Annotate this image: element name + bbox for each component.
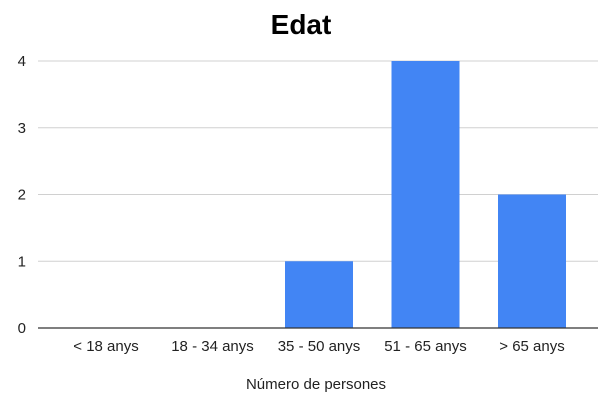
y-tick-label: 4	[18, 53, 26, 70]
bar	[285, 261, 353, 328]
x-tick-label: < 18 anys	[73, 338, 138, 355]
bar	[391, 61, 460, 328]
x-tick-label: 51 - 65 anys	[384, 338, 467, 355]
y-tick-label: 3	[18, 120, 26, 137]
bars	[285, 61, 566, 328]
x-tick-label: > 65 anys	[499, 338, 564, 355]
chart-title: Edat	[271, 9, 332, 40]
x-axis-tick-labels: < 18 anys 18 - 34 anys 35 - 50 anys 51 - 65…	[73, 338, 564, 355]
bar	[498, 194, 566, 328]
y-tick-label: 2	[18, 187, 26, 204]
x-tick-label: 18 - 34 anys	[171, 338, 254, 355]
y-tick-label: 1	[18, 253, 26, 270]
y-axis-tick-labels: 0 1 2 3 4	[18, 53, 26, 337]
x-tick-label: 35 - 50 anys	[278, 338, 361, 355]
y-tick-label: 0	[18, 320, 26, 337]
x-axis-label: Número de persones	[246, 376, 386, 393]
